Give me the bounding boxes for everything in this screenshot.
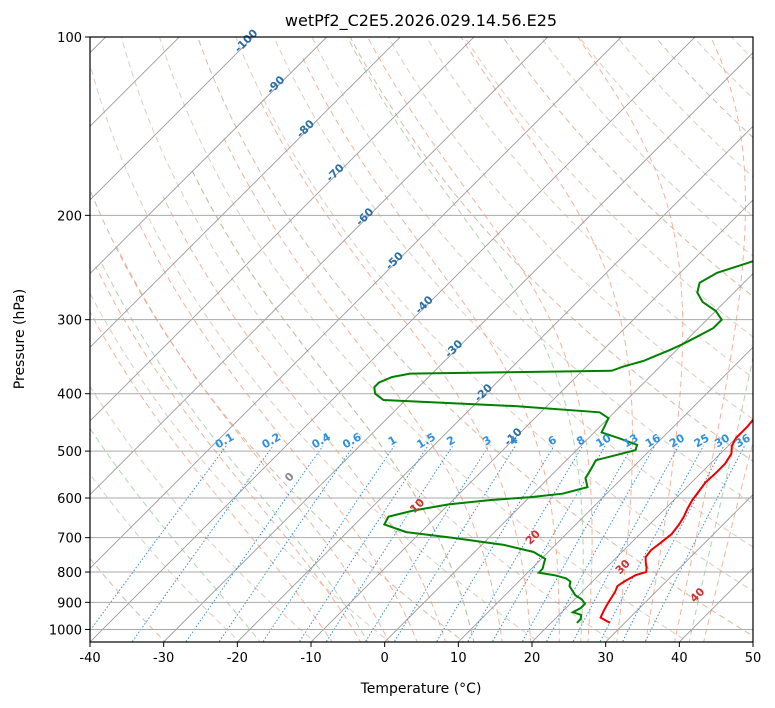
dry-adiabat: [463, 37, 753, 338]
isotherm: [90, 37, 549, 496]
moist-adiabat: [116, 246, 390, 642]
x-tick-label: -10: [300, 651, 321, 666]
temperature-line: [599, 418, 753, 624]
moist-adiabat-alt: [90, 427, 261, 642]
dry-adiabat: [311, 37, 753, 505]
mixing-ratio-line: [599, 445, 704, 642]
x-tick-label: -20: [227, 651, 248, 666]
dewpoint-line: [373, 260, 753, 624]
mixing-ratio-line: [218, 445, 355, 642]
moist-adiabat: [259, 100, 532, 642]
mixing-ratio-line: [491, 445, 606, 642]
isotherm: [383, 273, 753, 642]
y-axis-ticks: 100 200 300 400 500 600 700 800 900 1000: [49, 31, 90, 638]
x-tick-label: 40: [671, 651, 688, 666]
data-series: [373, 260, 753, 624]
moist-adiabat: [90, 310, 333, 642]
mixing-ratio-line: [185, 445, 324, 642]
x-tick-label: 30: [597, 651, 614, 666]
grid-lines: [90, 37, 753, 630]
dry-adiabat: [158, 37, 690, 642]
chart-title: wetPf2_C2E5.2026.029.14.56.E25: [285, 11, 557, 31]
mixing-ratio-line: [521, 445, 633, 642]
x-tick-label: -40: [79, 651, 100, 666]
moist-adiabat: [162, 196, 447, 642]
x-tick-label: -30: [153, 651, 174, 666]
x-tick-label: 20: [524, 651, 541, 666]
isotherm: [90, 37, 622, 569]
x-tick-label: 50: [745, 651, 762, 666]
y-tick-label: 500: [57, 445, 82, 460]
isotherm: [90, 37, 696, 642]
isotherm: [90, 37, 328, 275]
mixing-ratio-line: [572, 445, 680, 642]
isotherm: [162, 52, 753, 642]
dry-adiabat: [273, 37, 753, 548]
y-tick-label: 800: [57, 566, 82, 581]
x-tick-label: 10: [450, 651, 467, 666]
x-tick-label: 0: [381, 651, 389, 666]
mixing-ratio-line: [393, 445, 516, 642]
isotherm: [90, 37, 401, 348]
y-tick-label: 400: [57, 388, 82, 403]
dry-adiabat: [387, 37, 753, 420]
mixing-ratio-line: [262, 445, 395, 642]
isotherm: [90, 37, 475, 422]
y-tick-label: 300: [57, 314, 82, 329]
isotherm: [90, 37, 254, 201]
y-tick-label: 600: [57, 492, 82, 507]
mixing-ratio-line: [364, 445, 490, 642]
mixing-ratio-line: [298, 445, 429, 642]
x-axis-ticks: -40 -30 -20 -10 0 10 20 30 40 50: [79, 642, 761, 666]
mixing-ratio-line: [325, 445, 454, 642]
x-axis-label: Temperature (°C): [360, 681, 482, 697]
moist-adiabat-alt: [191, 170, 475, 642]
moist-adiabat-alt: [100, 262, 369, 642]
y-tick-label: 200: [57, 209, 82, 224]
dry-adiabat: [502, 37, 753, 298]
moist-adiabat: [138, 222, 418, 642]
mixing-ratio-line: [131, 445, 274, 642]
isotherm: [604, 493, 753, 642]
y-axis-label: Pressure (hPa): [12, 289, 28, 389]
dry-adiabat: [197, 37, 753, 637]
isotherm: [457, 346, 753, 642]
y-tick-label: 100: [57, 31, 82, 46]
y-tick-label: 700: [57, 532, 82, 547]
isotherm: [310, 199, 753, 642]
dry-adiabat: [425, 37, 753, 379]
isotherm: [531, 420, 753, 642]
y-tick-label: 1000: [49, 623, 82, 638]
isotherm: [236, 125, 753, 642]
mixing-ratio-line: [545, 445, 656, 642]
dry-adiabat: [235, 37, 753, 592]
plot-frame: [89, 36, 754, 643]
mixing-ratio-line: [90, 445, 227, 632]
moist-adiabat: [95, 266, 362, 642]
y-tick-label: 900: [57, 596, 82, 611]
dry-adiabat: [349, 37, 753, 462]
